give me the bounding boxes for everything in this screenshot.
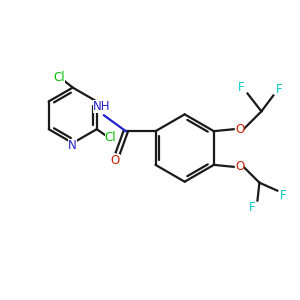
Text: Cl: Cl	[105, 130, 116, 144]
Text: N: N	[68, 139, 77, 152]
Text: F: F	[276, 83, 283, 96]
Text: NH: NH	[93, 100, 111, 113]
Text: F: F	[249, 201, 256, 214]
Text: Cl: Cl	[53, 71, 65, 84]
Text: O: O	[110, 154, 119, 167]
Text: F: F	[280, 189, 286, 202]
Text: O: O	[235, 160, 244, 173]
Text: F: F	[238, 81, 245, 94]
Text: O: O	[235, 123, 244, 136]
